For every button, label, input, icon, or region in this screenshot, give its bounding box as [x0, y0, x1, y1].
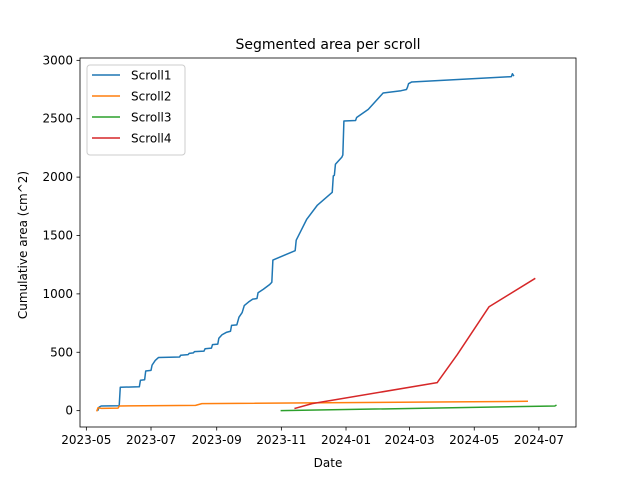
legend-label-scroll4: Scroll4: [131, 132, 172, 146]
y-tick-label: 2000: [42, 170, 73, 184]
chart-title: Segmented area per scroll: [235, 37, 420, 53]
x-tick-label: 2023-05: [61, 433, 111, 447]
y-tick-label: 500: [50, 345, 73, 359]
x-tick-label: 2024-01: [321, 433, 371, 447]
y-tick-label: 0: [65, 404, 73, 418]
axes-frame: [79, 57, 577, 428]
legend-box: [86, 64, 186, 156]
y-tick-label: 3000: [42, 53, 73, 67]
y-tick-label: 2500: [42, 112, 73, 126]
axes: 2023-05 2023-07 2023-09 2023-11 2024-01 2024-…: [42, 53, 577, 447]
x-axis-label: Date: [314, 456, 343, 470]
y-tick-label: 1500: [42, 228, 73, 242]
y-axis-label: Cumulative area (cm^2): [16, 171, 30, 319]
series-line-scroll1: [97, 73, 515, 412]
legend-label-scroll3: Scroll3: [131, 111, 172, 125]
series-line-scroll2: [95, 400, 529, 412]
legend-label-scroll1: Scroll1: [131, 69, 172, 83]
series-line-scroll3: [280, 404, 557, 412]
x-tick-label: 2023-07: [126, 433, 176, 447]
x-tick-label: 2023-09: [192, 433, 242, 447]
legend-label-scroll2: Scroll2: [131, 90, 172, 104]
series-line-scroll4: [294, 277, 536, 410]
y-tick-label: 1000: [42, 287, 73, 301]
plot-area: [95, 73, 557, 412]
legend: Scroll1 Scroll2 Scroll3 Scroll4: [86, 64, 186, 156]
x-tick-label: 2023-11: [256, 433, 306, 447]
x-tick-label: 2024-05: [449, 433, 499, 447]
x-tick-label: 2024-03: [385, 433, 435, 447]
x-tick-label: 2024-07: [514, 433, 564, 447]
